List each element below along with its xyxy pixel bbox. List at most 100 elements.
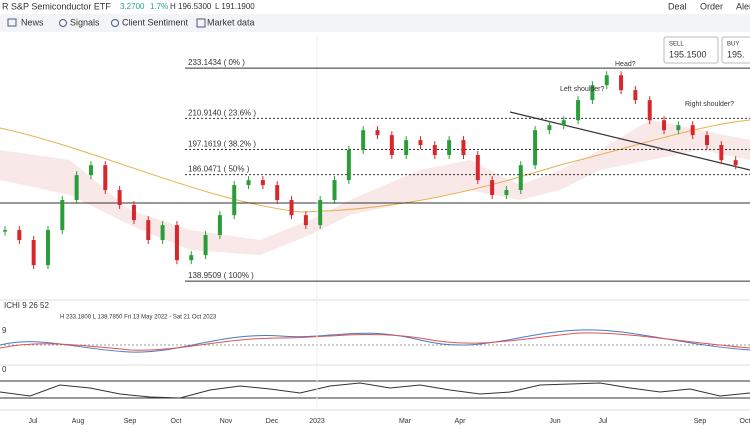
candle (17, 230, 22, 241)
fib-label: 210.9140 ( 23.6% ) (188, 108, 256, 117)
candle (146, 220, 151, 241)
ichimoku-cloud (0, 120, 750, 255)
candle (418, 140, 423, 146)
deal[interactable]: Deal (668, 1, 687, 11)
buy-label: BUY (727, 42, 739, 48)
buy-box[interactable] (721, 36, 750, 64)
candle (633, 90, 638, 101)
candle (346, 150, 351, 181)
news-icon (7, 18, 17, 27)
candle (3, 230, 7, 232)
candle (189, 255, 194, 261)
candle (461, 140, 466, 156)
low: L 191.1900 (215, 2, 255, 11)
x-tick-label: Nov (220, 418, 233, 425)
sell-box[interactable] (663, 36, 719, 64)
candle (561, 120, 566, 126)
market-data[interactable]: Market data (207, 17, 255, 27)
toolbar (0, 14, 750, 32)
candle (432, 145, 437, 156)
candle (131, 204, 136, 221)
x-tick-label: Mar (399, 418, 412, 425)
x-tick-label: Apr (455, 418, 467, 425)
macd-line (0, 329, 750, 353)
signals-icon (59, 19, 67, 27)
annotation: Left shoulder? (560, 86, 604, 93)
x-tick-label: Jul (599, 418, 608, 425)
candle (504, 190, 509, 196)
candle (690, 125, 695, 136)
candle (719, 145, 724, 161)
candle (404, 140, 409, 156)
high: H 196.5300 (170, 2, 212, 11)
order[interactable]: Order (700, 1, 723, 11)
candle (518, 165, 523, 191)
x-tick-label: Dec (266, 418, 279, 425)
candle (604, 75, 609, 86)
candle (590, 85, 595, 101)
alerts[interactable]: Aler (736, 1, 750, 11)
candle (318, 200, 323, 226)
x-tick-label: 2023 (309, 418, 325, 425)
candle (547, 125, 552, 131)
rsi-label: 0 (2, 365, 7, 374)
candle (217, 215, 222, 236)
x-tick-label: Sep (124, 418, 137, 425)
buy-price: 195. (727, 49, 745, 59)
candle (576, 100, 581, 121)
candle (88, 165, 93, 176)
candle (275, 185, 280, 201)
candle (533, 130, 538, 166)
fib-label: 186.0471 ( 50% ) (188, 165, 250, 174)
candle (160, 225, 165, 241)
ichimoku-label: ICHI 9 26 52 (4, 301, 49, 310)
fib-label: 197.1619 ( 38.2% ) (188, 140, 256, 149)
range-label: H 233.1800 L 138.7850 Fri 13 May 2022 - … (60, 315, 217, 321)
candle (447, 140, 452, 156)
candle (246, 180, 251, 186)
candle (60, 200, 65, 231)
candle (647, 100, 652, 121)
candle (332, 180, 337, 201)
candle (705, 135, 710, 146)
candle (232, 185, 237, 216)
candle (303, 215, 308, 226)
x-tick-label: Aug (72, 418, 85, 425)
sentiment-icon (111, 19, 119, 27)
candle (733, 160, 738, 166)
annotation: Right shoulder? (685, 101, 734, 108)
candle (260, 180, 265, 186)
client-sentiment[interactable]: Client Sentiment (122, 17, 189, 27)
candle (490, 180, 495, 196)
rsi-line (0, 382, 750, 399)
sell-price: 195.1500 (669, 49, 707, 59)
macd-label: 9 (2, 326, 7, 335)
candle (662, 120, 667, 131)
news[interactable]: News (21, 17, 44, 27)
candle (31, 240, 36, 266)
candle (117, 190, 122, 205)
market-icon (196, 18, 206, 28)
neckline (509, 111, 750, 171)
fib-label: 138.9509 ( 100% ) (188, 271, 254, 280)
candle (619, 75, 624, 91)
sell-label: SELL (669, 42, 684, 48)
x-tick-label: Oct (171, 418, 182, 425)
x-tick-label: Jul (29, 418, 38, 425)
change: 3.2700 (120, 2, 145, 11)
instrument: R S&P Semiconductor ETF (2, 1, 111, 11)
candle (174, 225, 179, 261)
candle (289, 200, 294, 216)
candle (203, 235, 208, 256)
signals[interactable]: Signals (70, 17, 100, 27)
candle (361, 130, 366, 151)
candle (389, 135, 394, 156)
candle (676, 125, 681, 131)
change-pct: 1.7% (150, 2, 168, 11)
candle (74, 175, 79, 201)
x-tick-label: Jun (549, 418, 560, 425)
header-bar (0, 0, 750, 14)
x-tick-label: Sep (694, 418, 707, 425)
